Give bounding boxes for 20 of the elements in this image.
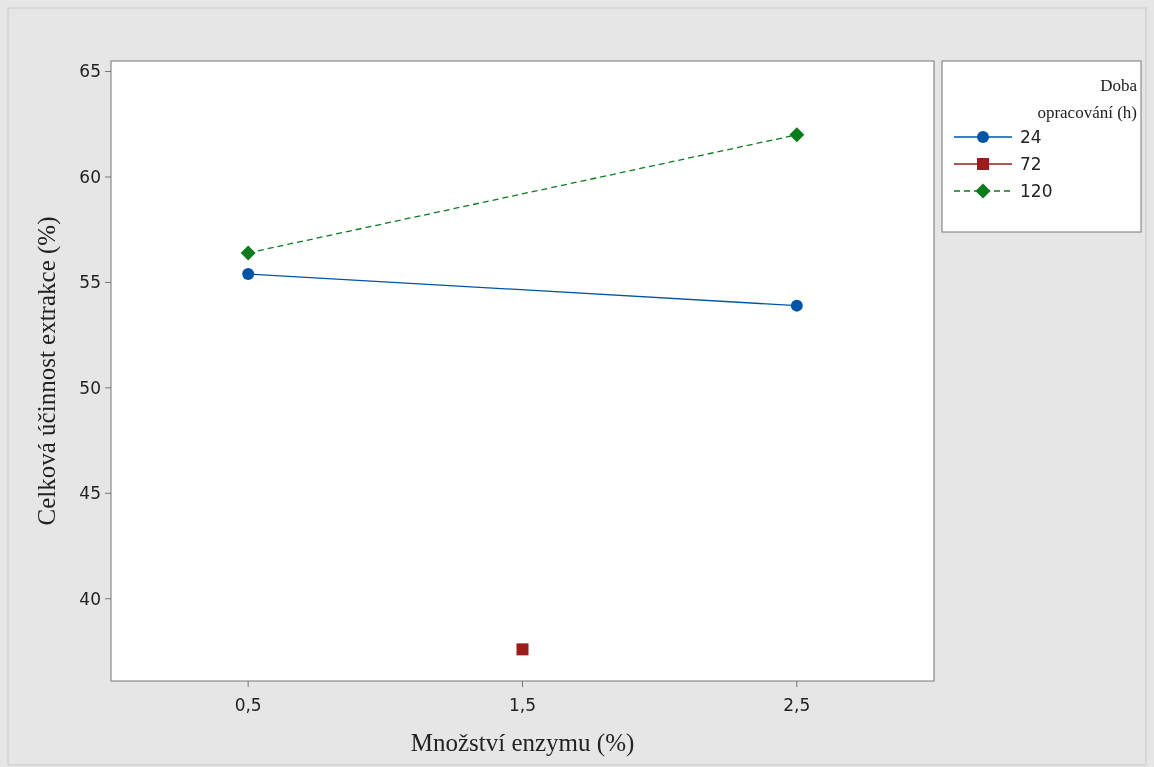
legend-label: 120	[1020, 180, 1053, 201]
y-tick-label: 50	[79, 377, 101, 398]
point	[790, 299, 803, 312]
y-tick-label: 55	[79, 272, 101, 293]
y-tick-label: 65	[79, 61, 101, 82]
x-tick-label: 2,5	[783, 695, 811, 715]
legend-label: 24	[1020, 126, 1042, 147]
x-axis-title: Množství enzymu (%)	[410, 729, 635, 757]
y-tick-label: 40	[79, 588, 101, 609]
legend-title: Doba opracování (h)	[1037, 76, 1138, 122]
point	[240, 245, 256, 261]
y-tick-label: 60	[79, 166, 101, 187]
point	[516, 643, 529, 656]
y-axis-title: Celková účinnost extrakce (%)	[33, 216, 61, 526]
x-tick-label: 1,5	[508, 695, 537, 715]
point	[789, 127, 805, 143]
point	[242, 267, 255, 280]
x-tick-label: 0,5	[234, 695, 262, 715]
y-tick-label: 45	[79, 483, 101, 504]
legend-label: 72	[1020, 153, 1042, 174]
